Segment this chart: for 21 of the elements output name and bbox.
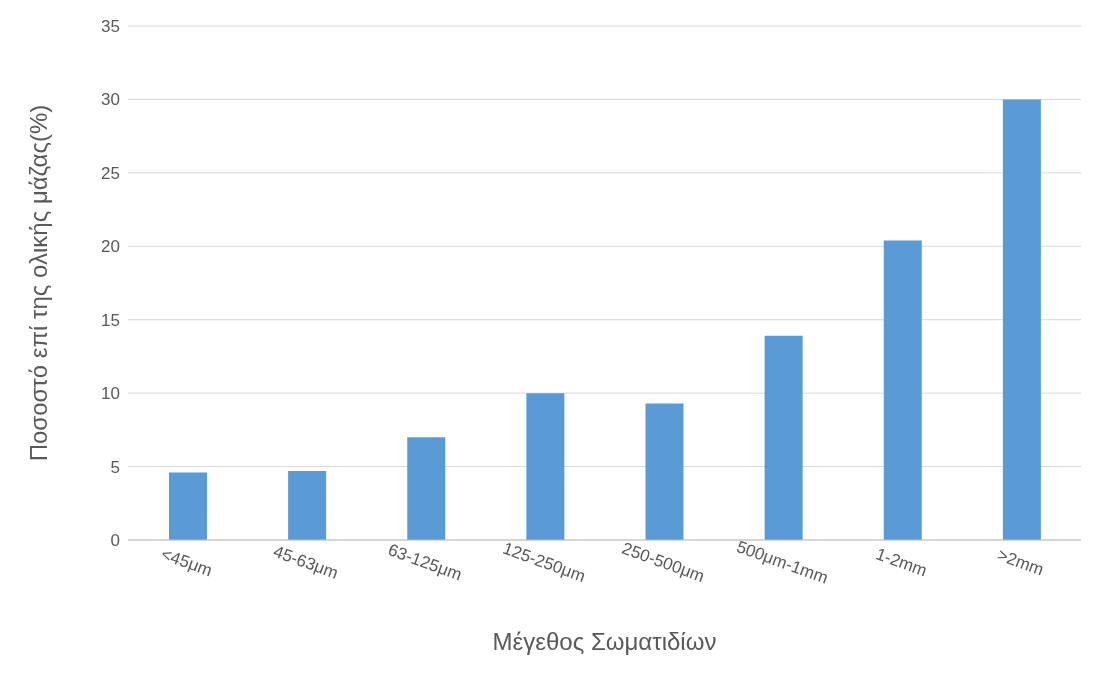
bar (1002, 99, 1041, 540)
x-tick-label: >2mm (994, 545, 1047, 580)
y-tick-label: 5 (110, 457, 120, 477)
y-tick-label: 35 (101, 17, 120, 37)
bar (526, 393, 565, 540)
y-tick-label: 25 (101, 163, 120, 183)
bar (169, 472, 207, 540)
bar (883, 240, 922, 540)
y-axis-title: Ποσοστό επί της ολικής μάζας(%) (24, 104, 52, 462)
y-tick-label: 15 (101, 310, 120, 330)
x-axis-title: Μέγεθος Σωματιδίων (492, 628, 717, 655)
y-tick-label: 10 (101, 384, 120, 404)
bar (764, 335, 803, 540)
y-tick-label: 0 (110, 531, 120, 551)
x-tick-label: 1-2mm (873, 544, 930, 581)
x-tick-label: <45μm (158, 544, 215, 581)
y-tick-label: 30 (101, 90, 120, 110)
bar (407, 437, 446, 540)
y-tick-label: 20 (101, 237, 120, 257)
bar (645, 403, 684, 540)
bar (288, 470, 327, 540)
